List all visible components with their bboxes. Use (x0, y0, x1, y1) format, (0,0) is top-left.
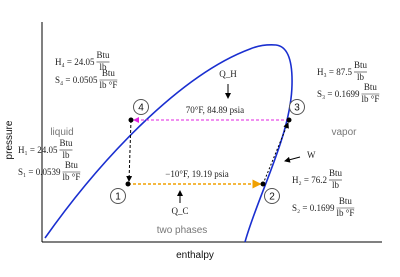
unit-den: lb °F (99, 80, 117, 90)
low-line-label: −10°F, 19.19 psia (165, 169, 228, 179)
state-point (128, 117, 134, 123)
unit-num: Btu (354, 60, 368, 70)
unit-num: Btu (96, 50, 110, 60)
unit-num: Btu (364, 82, 378, 92)
unit-num: Btu (102, 68, 116, 78)
state-circle (289, 99, 305, 115)
state-circle (133, 99, 149, 115)
state-point (260, 181, 266, 187)
unit-den: lb (357, 72, 365, 82)
region-label: two phases (157, 225, 208, 236)
y-label: pressure (4, 120, 15, 159)
region-label: liquid (50, 127, 73, 138)
high-line-label: 70°F, 84.89 psia (186, 105, 244, 115)
state-circle (110, 188, 126, 204)
state-number: 1 (115, 192, 121, 203)
unit-num: Btu (329, 168, 343, 178)
unit-den: lb °F (361, 94, 379, 104)
compression-line (262, 122, 289, 185)
unit-num: Btu (59, 138, 73, 148)
unit-den: lb (62, 150, 70, 160)
unit-den: lb (99, 62, 107, 72)
unit-den: lb °F (62, 172, 80, 182)
entropy-text: S₃ = 0.1699 (317, 89, 360, 99)
w-label: W (307, 150, 316, 160)
expansion-line (126, 119, 133, 182)
unit-num: Btu (339, 196, 353, 206)
qh-label: Q_H (219, 69, 237, 79)
state-number: 3 (294, 103, 300, 114)
state-number: 4 (138, 103, 144, 114)
enthalpy-text: H₁ = 24.05 (18, 145, 58, 155)
w-arrow (284, 156, 301, 163)
saturation-dome (44, 44, 293, 243)
state-number: 2 (269, 192, 275, 203)
qc-label: Q_C (171, 206, 188, 216)
enthalpy-text: H₄ = 24.05 (55, 57, 95, 67)
entropy-text: S₁ = 0.0539 (18, 167, 61, 177)
unit-num: Btu (65, 160, 79, 170)
state-point (125, 181, 131, 187)
entropy-text: S₄ = 0.0505 (55, 75, 98, 85)
enthalpy-text: H₂ = 76.2 (292, 175, 327, 185)
x-label: enthalpy (176, 250, 214, 261)
enthalpy-text: H₃ = 87.5 (317, 67, 352, 77)
entropy-text: S₂ = 0.1699 (292, 203, 335, 213)
unit-den: lb (332, 180, 340, 190)
region-label: vapor (331, 127, 357, 138)
state-point (286, 117, 292, 123)
state-circle (264, 188, 280, 204)
unit-den: lb °F (336, 208, 354, 218)
